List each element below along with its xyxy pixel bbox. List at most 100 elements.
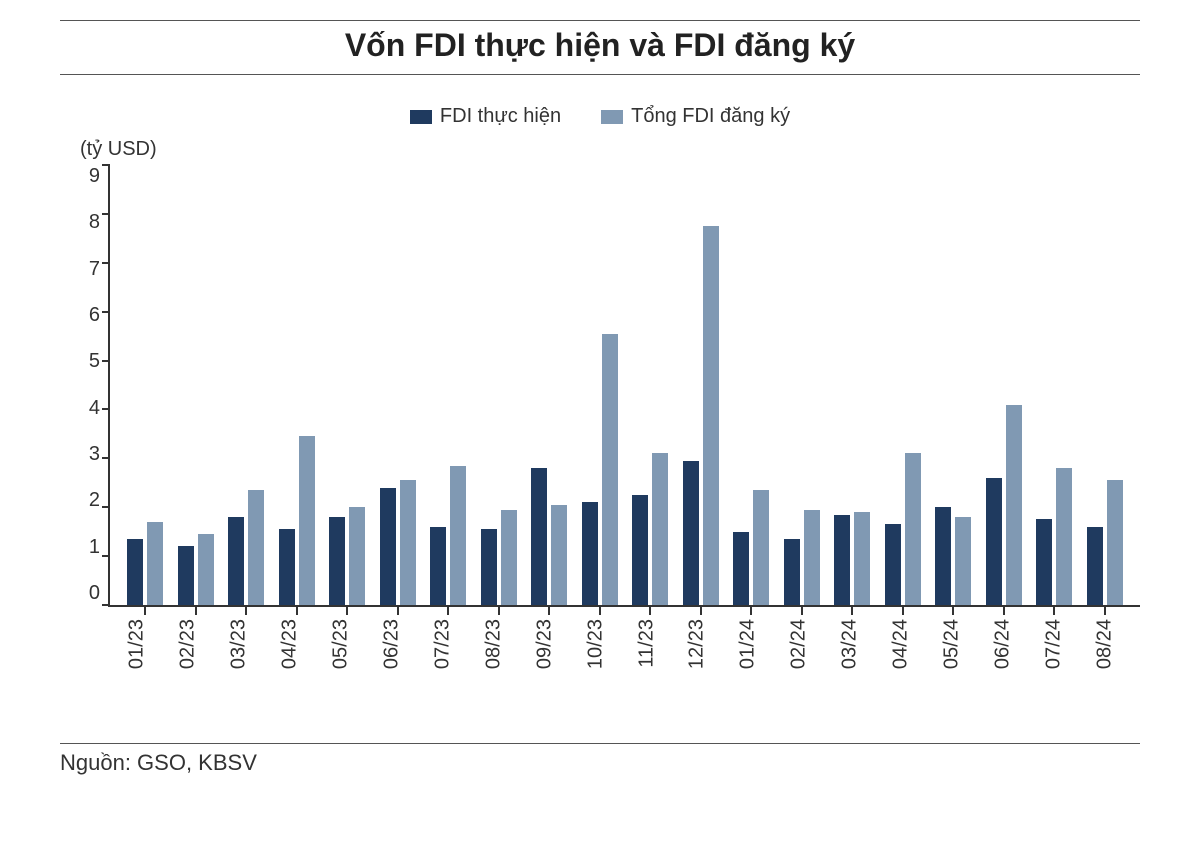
x-tick-label: 03/24: [839, 619, 862, 669]
x-label-slot: 08/24: [1079, 607, 1130, 697]
x-label-slot: 06/24: [977, 607, 1028, 697]
bar-tong-fdi-dang-ky: [1006, 405, 1022, 605]
bar-fdi-thuc-hien: [329, 517, 345, 605]
y-tick-label: 7: [89, 258, 100, 281]
x-tick-label: 04/23: [279, 619, 302, 669]
x-label-slot: 05/23: [316, 607, 367, 697]
x-label-slot: 01/23: [112, 607, 163, 697]
plot-wrap: 9876543210: [60, 165, 1140, 607]
legend-label-fdi-thuc-hien: FDI thực hiện: [440, 105, 561, 128]
x-tick-label: 05/24: [940, 619, 963, 669]
bar-group: [827, 512, 878, 605]
x-tick-label: 10/23: [584, 619, 607, 669]
x-tick-label: 07/23: [431, 619, 454, 669]
bar-fdi-thuc-hien: [380, 488, 396, 605]
bar-tong-fdi-dang-ky: [703, 226, 719, 605]
bar-tong-fdi-dang-ky: [349, 507, 365, 605]
y-tick-label: 0: [89, 582, 100, 605]
y-tick-mark: [102, 457, 110, 459]
bar-tong-fdi-dang-ky: [955, 517, 971, 605]
bar-group: [171, 534, 222, 605]
x-label-slot: 08/23: [468, 607, 519, 697]
bar-tong-fdi-dang-ky: [400, 480, 416, 605]
bar-group: [676, 226, 727, 605]
x-axis-labels: 01/23 02/23 03/23 04/23 05/23 06/23 07/23 08/23…: [102, 607, 1140, 697]
x-label-slot: 04/24: [876, 607, 927, 697]
x-label-slot: 02/24: [774, 607, 825, 697]
chart-page: Vốn FDI thực hiện và FDI đăng ký FDI thự…: [0, 0, 1200, 849]
bar-fdi-thuc-hien: [935, 507, 951, 605]
y-tick-mark: [102, 262, 110, 264]
bar-fdi-thuc-hien: [531, 468, 547, 605]
y-tick-mark: [102, 213, 110, 215]
y-tick-mark: [102, 555, 110, 557]
bar-group: [1080, 480, 1131, 605]
x-tick-label: 03/23: [228, 619, 251, 669]
chart-title: Vốn FDI thực hiện và FDI đăng ký: [60, 27, 1140, 64]
x-tick-label: 05/23: [330, 619, 353, 669]
x-label-slot: 10/23: [570, 607, 621, 697]
bar-tong-fdi-dang-ky: [905, 453, 921, 605]
y-tick-label: 3: [89, 443, 100, 466]
bar-group: [322, 507, 373, 605]
bar-fdi-thuc-hien: [733, 532, 749, 605]
x-label-slot: 05/24: [927, 607, 978, 697]
bar-group: [272, 436, 323, 605]
x-label-slot: 01/24: [723, 607, 774, 697]
bar-tong-fdi-dang-ky: [652, 453, 668, 605]
bar-group: [423, 466, 474, 605]
bar-group: [777, 510, 828, 605]
bar-tong-fdi-dang-ky: [147, 522, 163, 605]
bar-group: [474, 510, 525, 605]
bar-group: [625, 453, 676, 605]
y-tick-mark: [102, 506, 110, 508]
bar-fdi-thuc-hien: [834, 515, 850, 605]
x-label-slot: 02/23: [163, 607, 214, 697]
bar-tong-fdi-dang-ky: [753, 490, 769, 605]
x-tick-label: 02/24: [788, 619, 811, 669]
y-tick-label: 1: [89, 536, 100, 559]
x-label-slot: 09/23: [519, 607, 570, 697]
bar-fdi-thuc-hien: [683, 461, 699, 605]
x-tick-label: 11/23: [635, 619, 658, 668]
bar-fdi-thuc-hien: [178, 546, 194, 605]
bar-group: [575, 334, 626, 605]
x-tick-label: 04/24: [890, 619, 913, 669]
x-tick-label: 02/23: [177, 619, 200, 669]
bar-fdi-thuc-hien: [1087, 527, 1103, 605]
bar-tong-fdi-dang-ky: [501, 510, 517, 605]
bar-fdi-thuc-hien: [1036, 519, 1052, 605]
bar-group: [524, 468, 575, 605]
bar-tong-fdi-dang-ky: [602, 334, 618, 605]
bar-tong-fdi-dang-ky: [248, 490, 264, 605]
bar-tong-fdi-dang-ky: [1056, 468, 1072, 605]
x-label-slot: 03/23: [214, 607, 265, 697]
x-tick-label: 08/23: [482, 619, 505, 669]
x-label-slot: 06/23: [367, 607, 418, 697]
y-tick-mark: [102, 164, 110, 166]
bar-tong-fdi-dang-ky: [198, 534, 214, 605]
x-tick-label: 06/23: [380, 619, 403, 669]
bar-tong-fdi-dang-ky: [804, 510, 820, 605]
x-tick-label: 01/24: [737, 619, 760, 669]
y-tick-label: 6: [89, 304, 100, 327]
bar-fdi-thuc-hien: [228, 517, 244, 605]
y-tick-label: 5: [89, 350, 100, 373]
x-label-slot: 12/23: [672, 607, 723, 697]
x-tick-label: 12/23: [686, 619, 709, 669]
x-label-slot: 04/23: [265, 607, 316, 697]
legend-item-tong-fdi-dang-ky: Tổng FDI đăng ký: [601, 105, 790, 128]
bar-fdi-thuc-hien: [885, 524, 901, 605]
x-label-slot: 03/24: [825, 607, 876, 697]
y-tick-label: 4: [89, 397, 100, 420]
y-axis-unit: (tỷ USD): [80, 138, 1140, 161]
bar-group: [120, 522, 171, 605]
bars-container: [110, 165, 1140, 605]
bar-fdi-thuc-hien: [986, 478, 1002, 605]
legend-swatch-tong-fdi-dang-ky: [601, 110, 623, 124]
bar-fdi-thuc-hien: [279, 529, 295, 605]
bar-fdi-thuc-hien: [582, 502, 598, 605]
plot: [108, 165, 1140, 607]
y-axis: 9876543210: [60, 165, 108, 605]
bar-fdi-thuc-hien: [784, 539, 800, 605]
